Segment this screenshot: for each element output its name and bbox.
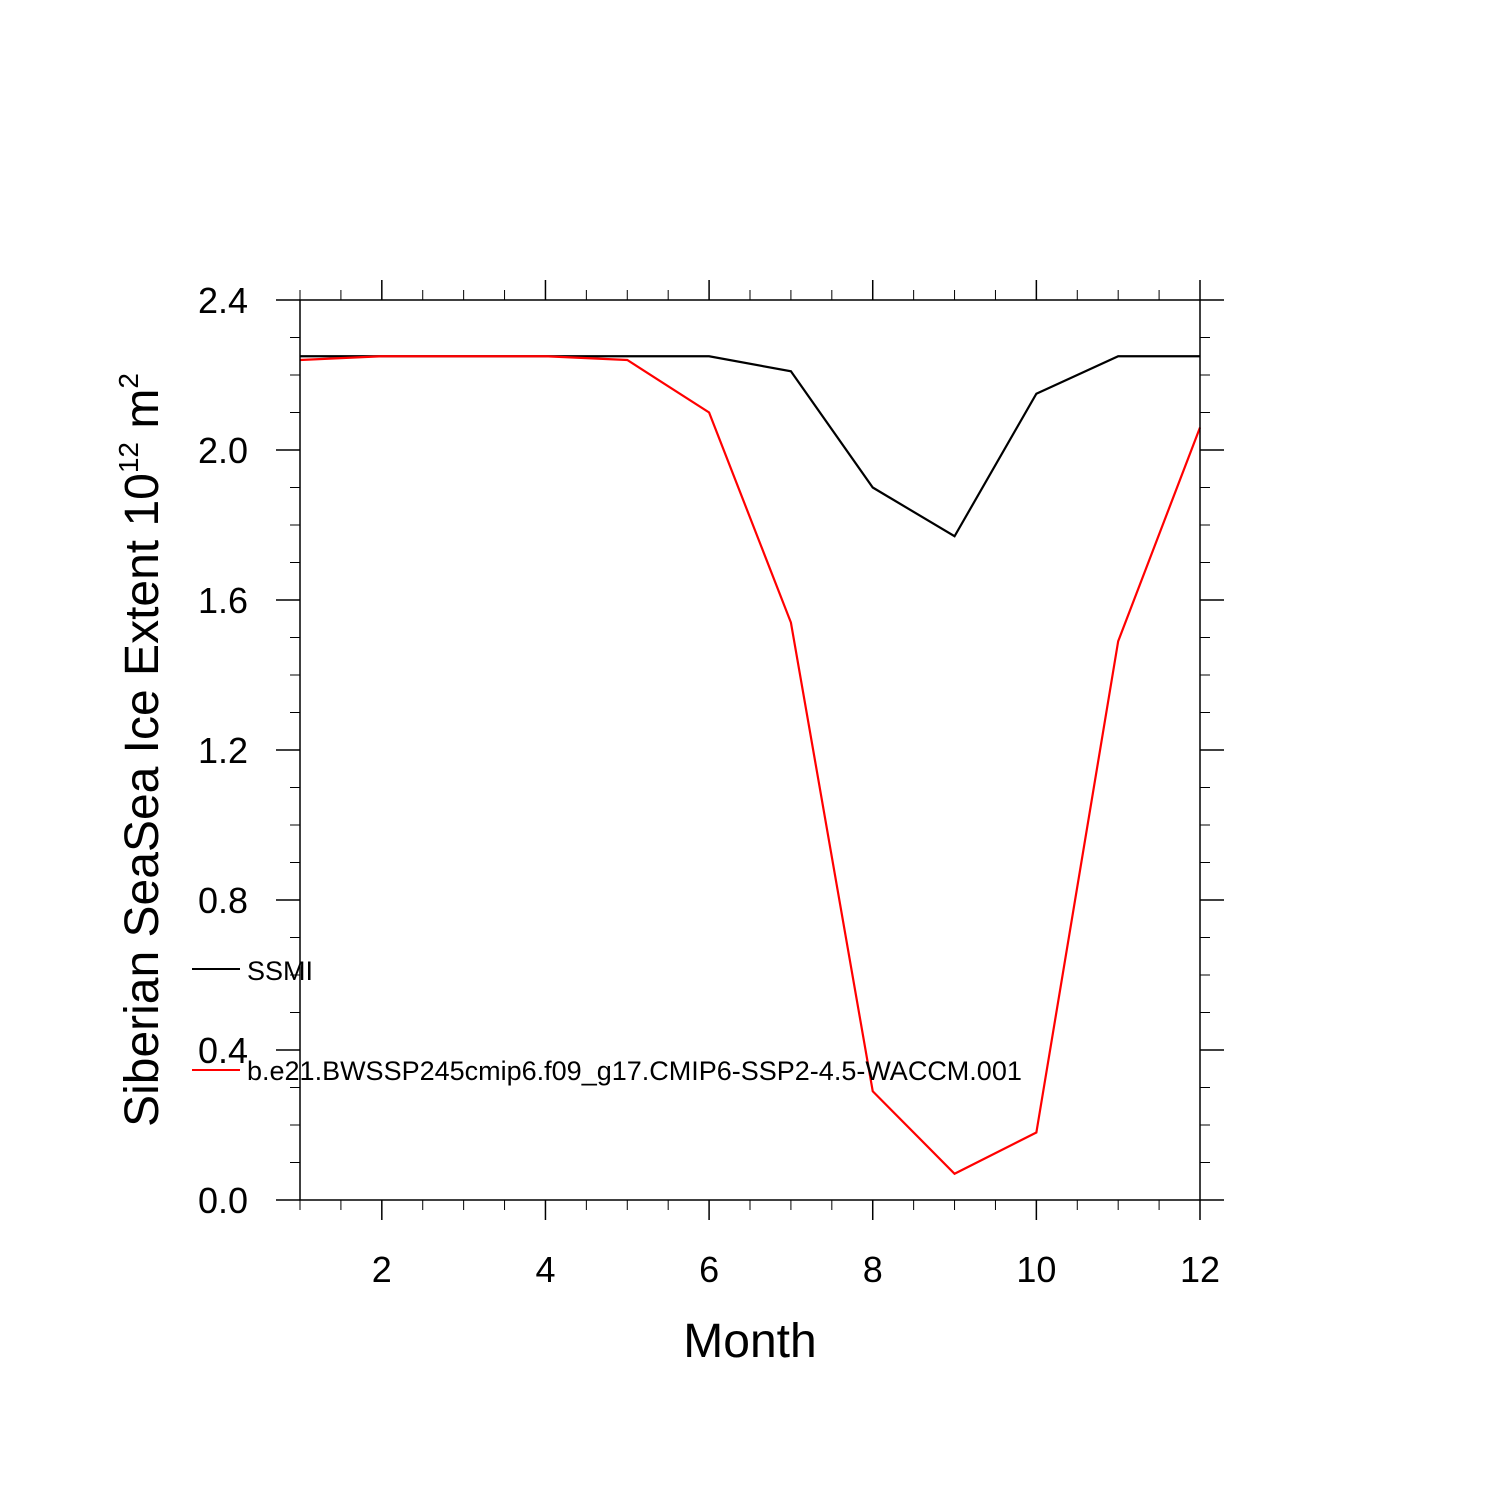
y-axis-title-exponent: 12	[113, 442, 144, 473]
y-tick-labels: 0.0 0.4 0.8 1.2 1.6 2.0 2.4	[198, 280, 248, 1221]
x-tick-label: 10	[1016, 1249, 1056, 1290]
y-tick-label: 1.6	[198, 580, 248, 621]
x-tick-label: 4	[535, 1249, 555, 1290]
y-axis-title-unit: m	[116, 389, 169, 442]
x-tick-label: 2	[372, 1249, 392, 1290]
y-axis-title-unit-exponent: 2	[113, 373, 144, 389]
x-tick-label: 6	[699, 1249, 719, 1290]
minor-ticks	[290, 290, 1210, 1210]
x-axis-title: Month	[683, 1315, 816, 1368]
y-tick-label: 0.4	[198, 1030, 248, 1071]
major-ticks	[276, 280, 1224, 1220]
y-tick-label: 0.8	[198, 880, 248, 921]
y-tick-label: 1.2	[198, 730, 248, 771]
x-tick-labels: 2 4 6 8 10 12	[372, 1249, 1220, 1290]
legend: SSMI b.e21.BWSSP245cmip6.f09_g17.CMIP6-S…	[192, 956, 1022, 1086]
y-tick-label: 2.0	[198, 430, 248, 471]
legend-label-ssmi: SSMI	[247, 956, 313, 986]
y-axis-title: Siberian SeaSea Ice Extent 1012 m2	[113, 373, 169, 1127]
y-axis-title-main: Siberian SeaSea Ice Extent 10	[116, 473, 169, 1127]
y-tick-label: 2.4	[198, 280, 248, 321]
y-tick-label: 0.0	[198, 1180, 248, 1221]
x-tick-label: 12	[1180, 1249, 1220, 1290]
x-tick-label: 8	[863, 1249, 883, 1290]
series-line-1	[299, 355, 1202, 1176]
series-line-0	[300, 355, 1200, 538]
series-lines	[299, 355, 1202, 1176]
plot-frame	[299, 299, 1201, 1201]
legend-label-model: b.e21.BWSSP245cmip6.f09_g17.CMIP6-SSP2-4…	[247, 1056, 1022, 1086]
